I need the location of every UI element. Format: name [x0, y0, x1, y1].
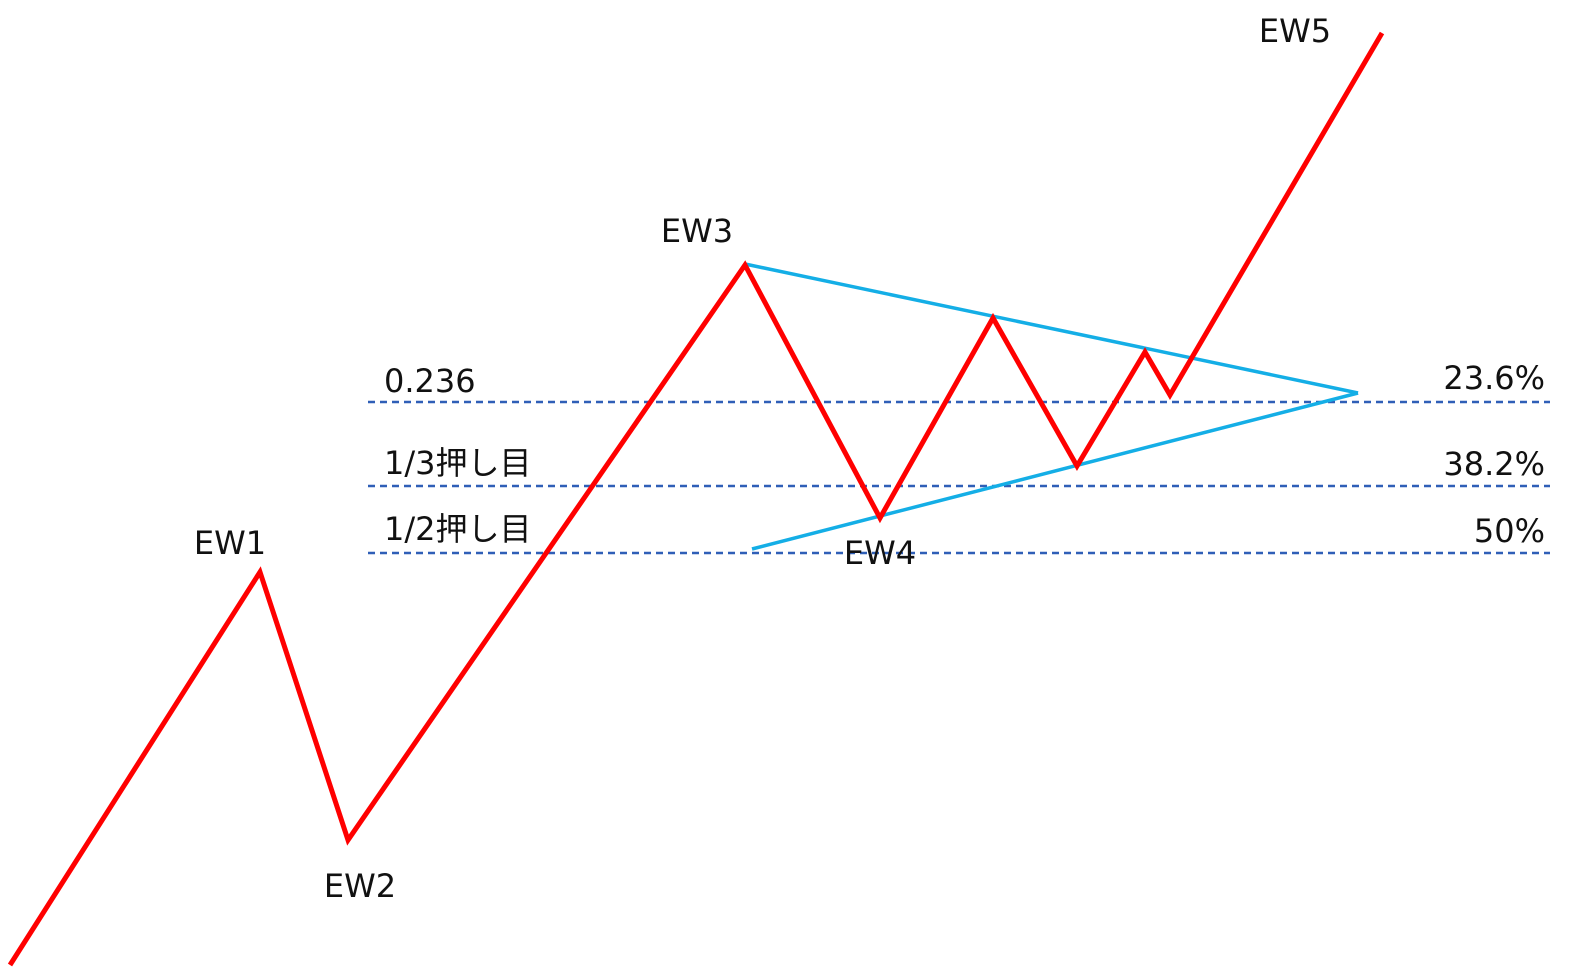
lower-trendline — [751, 391, 1359, 551]
level-left-label: 1/3押し目 — [384, 444, 532, 482]
level-right-label: 38.2% — [1443, 445, 1545, 483]
wave-label: EW1 — [194, 524, 266, 562]
upper-trendline — [744, 262, 1359, 395]
wave-label: EW4 — [844, 534, 916, 572]
level-right-label: 23.6% — [1443, 359, 1545, 397]
wave-label: EW2 — [324, 867, 396, 905]
wave-path — [7, 31, 1385, 967]
triangle — [744, 262, 1359, 551]
levels — [368, 400, 1550, 555]
wave-label: EW3 — [661, 212, 733, 250]
level-left-label: 1/2押し目 — [384, 510, 532, 548]
level-right-label: 50% — [1474, 512, 1545, 550]
level-left-label: 0.236 — [384, 362, 476, 400]
wave-label: EW5 — [1259, 12, 1331, 50]
